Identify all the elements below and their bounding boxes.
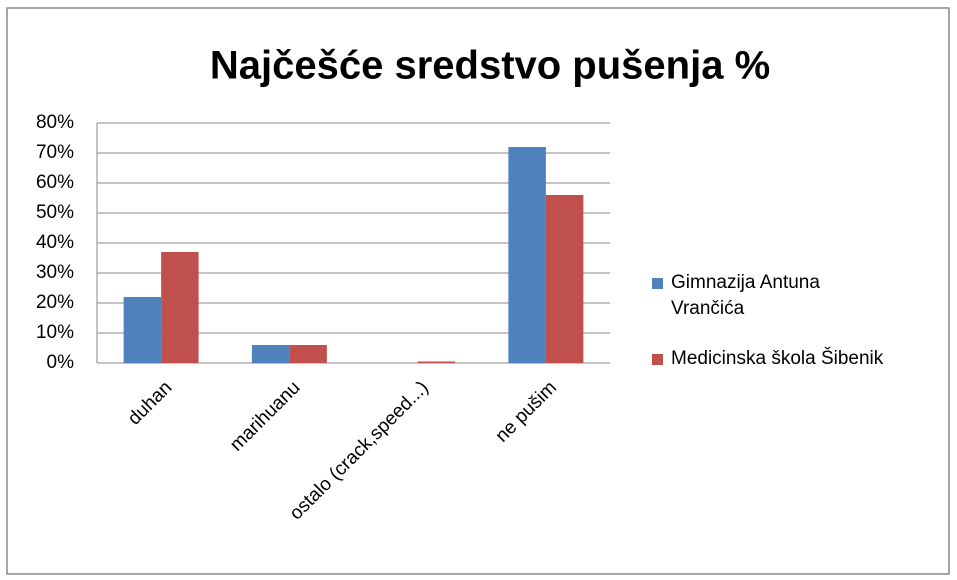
chart-title: Najčešće sredstvo pušenja %: [210, 44, 770, 88]
legend-swatch: [652, 354, 663, 365]
y-tick-label: 30%: [36, 262, 74, 283]
legend-label: Gimnazija Antuna Vrančića: [671, 272, 820, 319]
y-tick-label: 50%: [36, 202, 74, 223]
y-tick-label: 40%: [36, 232, 74, 253]
y-tick-label: 20%: [36, 292, 74, 313]
legend-swatch: [652, 278, 663, 289]
y-tick-label: 10%: [36, 322, 74, 343]
bar: [417, 361, 456, 363]
legend-item: Medicinska škola Šibenik: [652, 346, 912, 372]
bar: [161, 252, 199, 363]
bar: [289, 345, 327, 363]
y-tick-label: 70%: [36, 142, 74, 163]
legend-label: Medicinska škola Šibenik: [671, 348, 884, 369]
y-tick-label: 80%: [36, 112, 74, 133]
bar: [123, 297, 162, 363]
bar: [545, 195, 584, 363]
legend-item: Gimnazija Antuna Vrančića: [652, 270, 912, 322]
bar: [508, 147, 546, 363]
y-tick-label: 60%: [36, 172, 74, 193]
bar: [251, 345, 290, 363]
y-tick-label: 0%: [47, 352, 75, 373]
